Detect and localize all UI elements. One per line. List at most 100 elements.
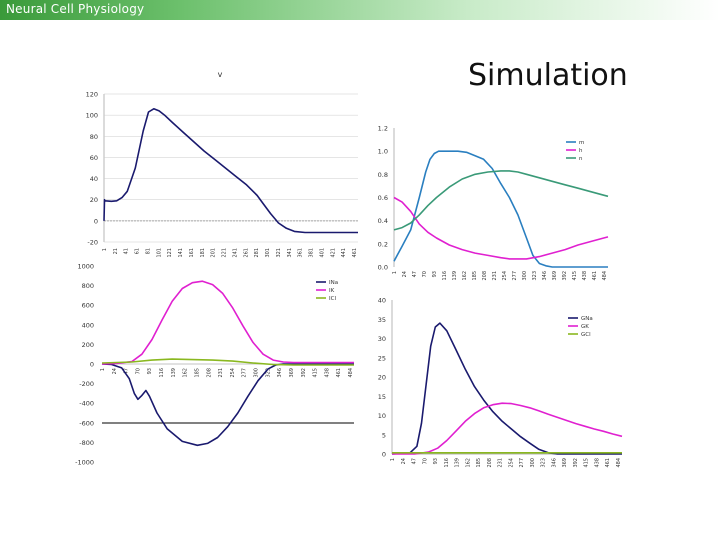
gating-x-tick-label: 70 [422,271,428,277]
gating-x-tick-label: 323 [532,271,538,281]
conductances-x-tick-label: 461 [605,458,611,468]
conductances-legend-label: GK [581,324,589,330]
gating-x-tick-label: 392 [562,271,568,281]
gating-x-tick-label: 254 [502,271,508,281]
voltage-x-tick-label: 281 [254,248,260,258]
gating-y-ticks: 1.2 1.0 0.8 0.6 0.4 0.2 0.0 [378,125,388,272]
currents-x-tick-label: 415 [313,368,319,378]
gating-y-tick-label: 0.2 [378,240,388,248]
currents-legend-label: ICl [329,296,336,302]
gating-y-tick-label: 0.0 [378,264,388,272]
voltage-x-tick-label: 181 [200,248,206,258]
gating-x-tick-label: 484 [602,271,608,281]
conductances-series-line-GK [392,402,623,455]
conductances-x-tick-label: 47 [412,458,418,464]
voltage-x-tick-label: 381 [309,248,315,258]
conductances-x-tick-label: 323 [541,458,547,468]
currents-y-tick-label: 600 [82,302,94,310]
voltage-x-tick-label: 441 [341,248,347,258]
gating-x-tick-label: 185 [472,271,478,281]
voltage-x-tick-label: 81 [145,248,151,254]
gating-legend-label: h [579,148,583,154]
currents-x-tick-label: 24 [112,368,118,374]
gating-x-tick-label: 415 [572,271,578,281]
gating-x-tick-label: 277 [512,271,518,281]
conductances-x-tick-label: 277 [519,458,525,468]
voltage-chart-title: v [218,70,223,79]
currents-y-tick-label: -200 [79,380,94,388]
currents-y-tick-label: -800 [79,439,94,447]
currents-y-tick-label: 1000 [77,263,94,271]
currents-x-tick-label: 461 [336,368,342,378]
currents-x-tick-label: 369 [289,368,295,378]
currents-x-tick-label: 70 [135,368,141,374]
voltage-x-tick-label: 341 [287,248,293,258]
conductances-y-tick-label: 25 [378,354,386,362]
gating-x-tick-label: 438 [582,271,588,281]
currents-x-tick-label: 254 [230,368,236,378]
currents-y-tick-label: -1000 [75,459,94,467]
conductances-x-ticks: 1 24 47 70 93 116 139 162 185 208 231 254 277 300 323 3… [390,458,622,468]
currents-chart: 1000 800 600 400 200 0 -200 -400 -600 -800 -1000 1… [75,263,354,467]
conductances-y-tick-label: 15 [378,393,386,401]
voltage-x-tick-label: 401 [319,248,325,258]
voltage-x-tick-label: 41 [124,248,130,254]
conductances-x-tick-label: 231 [498,458,504,468]
currents-x-tick-label: 300 [254,368,260,378]
conductances-x-tick-label: 484 [616,458,622,468]
conductances-x-tick-label: 24 [401,458,407,464]
gating-x-tick-label: 461 [592,271,598,281]
voltage-x-tick-label: 261 [243,248,249,258]
currents-x-ticks: 1 24 47 70 93 116 139 162 185 208 231 254 277 300 323 3… [100,368,354,378]
currents-x-tick-label: 185 [194,368,200,378]
conductances-x-tick-label: 162 [465,458,471,468]
gating-x-tick-label: 300 [522,271,528,281]
conductances-y-tick-label: 30 [378,335,386,343]
currents-legend-label: INa [329,280,338,286]
currents-x-tick-label: 139 [171,368,177,378]
currents-y-tick-label: 200 [82,341,94,349]
voltage-gridlines [104,93,358,243]
gating-x-tick-label: 208 [482,271,488,281]
voltage-x-tick-label: 61 [135,248,141,254]
conductances-x-tick-label: 139 [455,458,461,468]
conductances-x-tick-label: 369 [562,458,568,468]
currents-y-tick-label: -600 [79,419,94,427]
voltage-x-tick-label: 121 [167,248,173,258]
voltage-x-tick-label: 161 [189,248,195,258]
voltage-x-tick-label: 301 [265,248,271,258]
gating-y-tick-label: 1.0 [378,148,388,156]
gating-series [393,150,609,268]
conductances-y-tick-label: 40 [378,297,386,305]
slide-title: Simulation [468,58,628,93]
voltage-y-tick-label: 40 [90,175,98,183]
currents-series-line-IK [101,280,354,365]
voltage-x-tick-label: 221 [222,248,228,258]
conductances-x-tick-label: 208 [487,458,493,468]
currents-x-tick-label: 277 [242,368,248,378]
currents-y-tick-label: -400 [79,400,94,408]
voltage-y-tick-label: 120 [86,91,98,99]
conductances-series [391,322,623,455]
gating-x-tick-label: 139 [452,271,458,281]
conductances-x-tick-label: 392 [573,458,579,468]
currents-y-tick-label: 0 [90,361,94,369]
conductances-x-tick-label: 185 [476,458,482,468]
header-bar [0,0,720,20]
conductances-y-tick-label: 10 [378,412,386,420]
conductances-legend-label: GCl [581,332,591,338]
conductances-x-tick-label: 254 [508,458,514,468]
gating-y-tick-label: 0.8 [378,171,388,179]
voltage-y-tick-label: -20 [87,239,98,247]
gating-x-tick-label: 231 [492,271,498,281]
currents-x-tick-label: 208 [206,368,212,378]
gating-series-line-h [393,196,609,260]
currents-x-tick-label: 231 [218,368,224,378]
voltage-x-tick-label: 141 [178,248,184,258]
conductances-y-ticks: 40 35 30 25 20 15 10 5 0 [378,297,386,459]
voltage-x-ticks: 1 21 41 61 81 101 121 141 161 181 201 221 241 261 281 3… [102,248,358,258]
header-title: Neural Cell Physiology [6,2,145,16]
currents-x-tick-label: 93 [147,368,153,374]
conductances-x-tick-label: 1 [390,458,396,461]
gating-series-line-n [393,170,609,231]
